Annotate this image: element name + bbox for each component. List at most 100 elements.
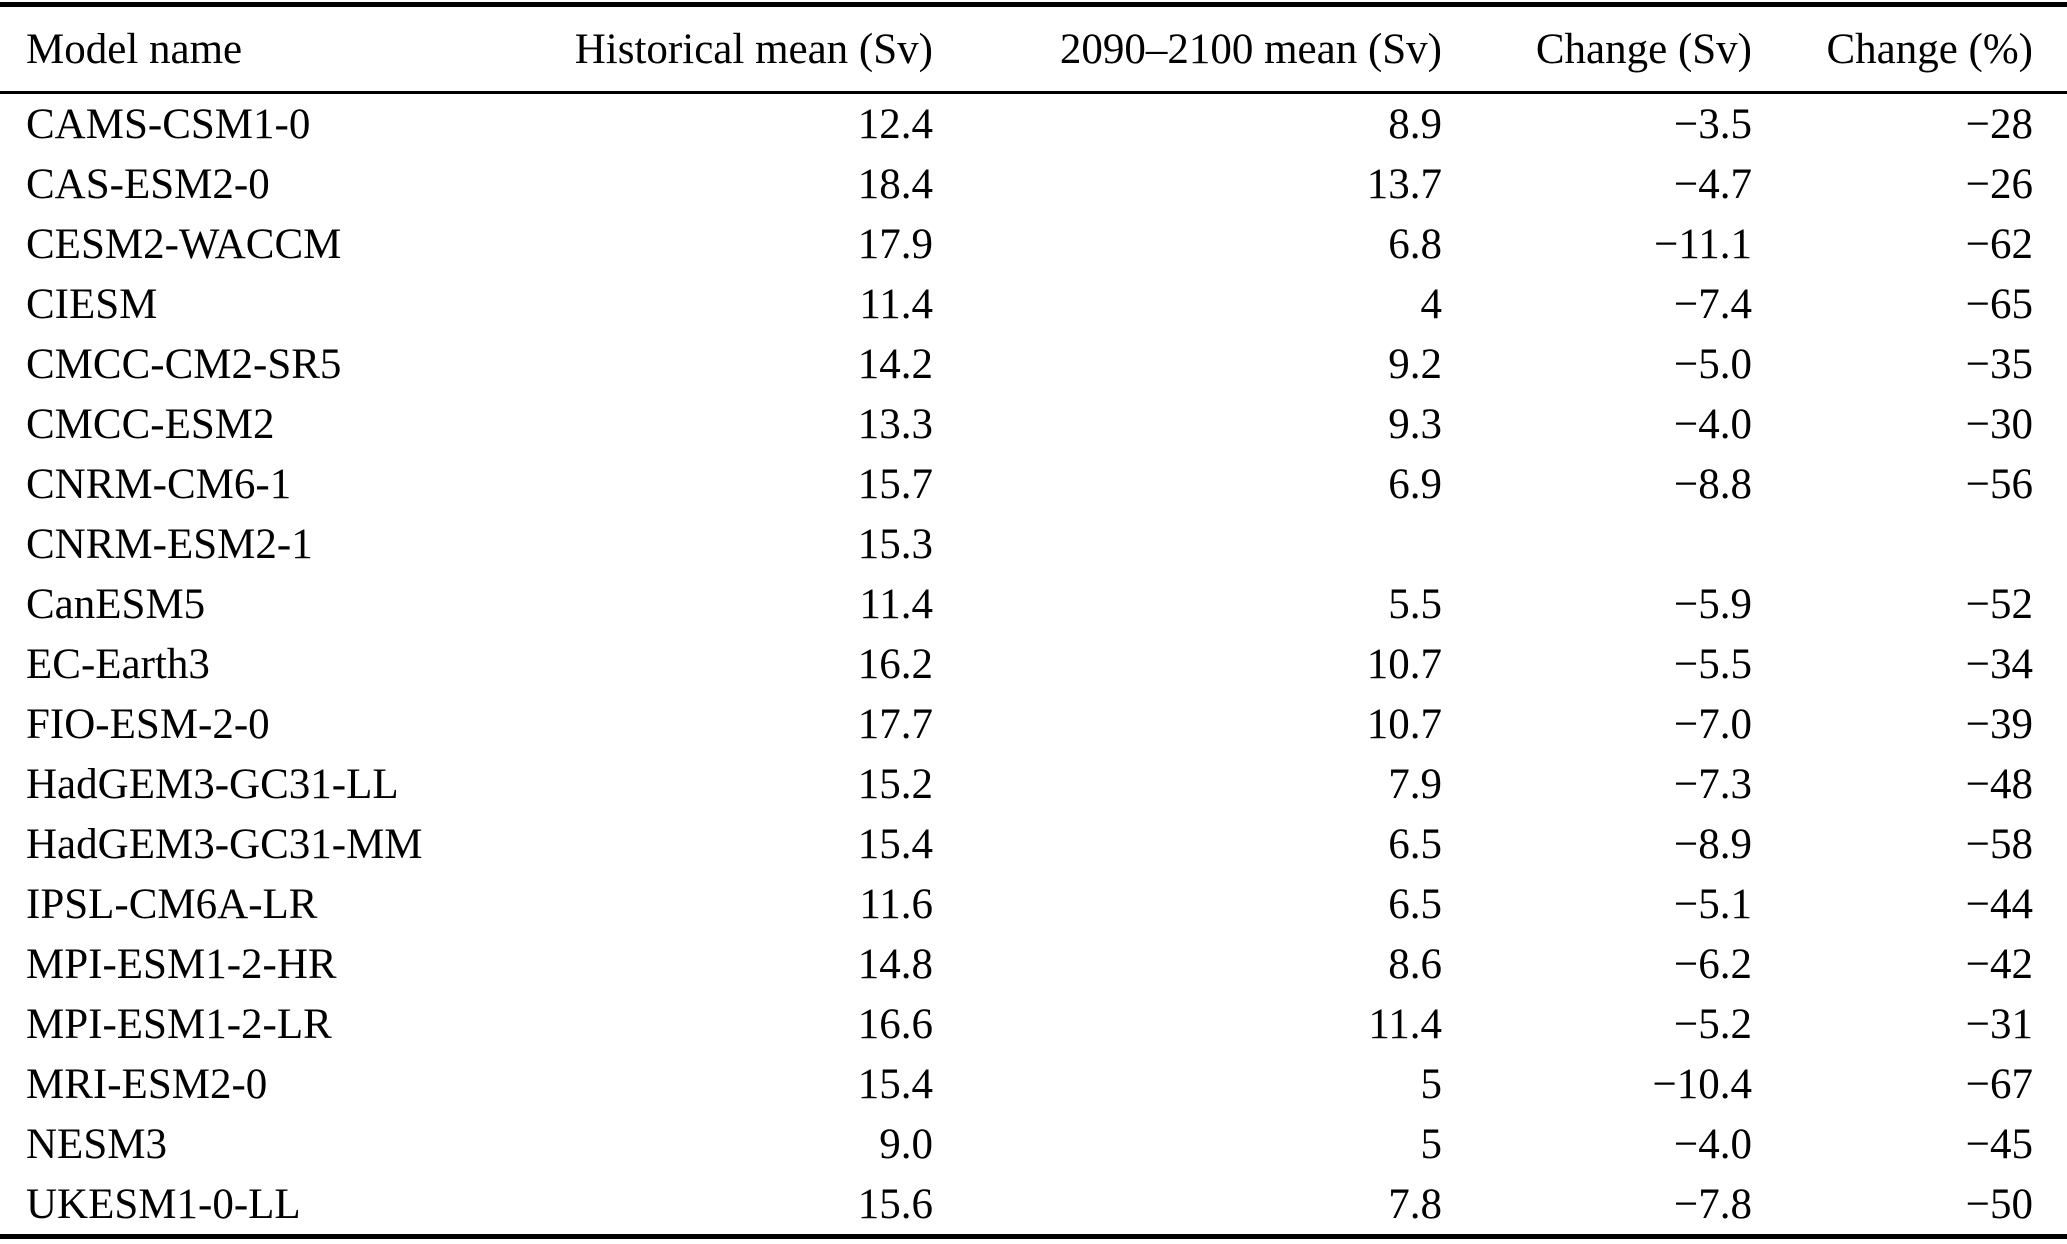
future-mean-cell: 6.9 <box>1388 460 1442 508</box>
model-name-cell: CanESM5 <box>26 580 206 628</box>
table-row: CESM2-WACCM 17.9 6.8 −11.1 −62 <box>0 214 2067 274</box>
future-mean-cell: 6.5 <box>1388 820 1442 868</box>
future-mean-cell: 5 <box>1420 1060 1443 1108</box>
change-sv-cell: −5.5 <box>1673 640 1752 688</box>
future-mean-cell: 7.8 <box>1388 1180 1442 1228</box>
change-sv-cell: −10.4 <box>1652 1060 1752 1108</box>
column-header-change-sv: Change (Sv) <box>1442 4 1752 94</box>
change-pct-cell: −35 <box>1965 340 2033 388</box>
future-mean-cell: 13.7 <box>1366 160 1442 208</box>
change-sv-cell: −4.7 <box>1673 160 1752 208</box>
model-name-cell: CESM2-WACCM <box>26 220 342 268</box>
change-pct-cell: −31 <box>1965 1000 2033 1048</box>
change-pct-cell: −30 <box>1965 400 2033 448</box>
change-sv-cell <box>1442 514 1752 574</box>
column-header-historical-mean: Historical mean (Sv) <box>470 4 933 94</box>
change-pct-cell: −44 <box>1965 880 2033 928</box>
table-row: CAMS-CSM1-0 12.4 8.9 −3.5 −28 <box>0 93 2067 155</box>
change-sv-cell: −7.3 <box>1673 760 1752 808</box>
table-row: NESM3 9.0 5 −4.0 −45 <box>0 1114 2067 1174</box>
table-row: CanESM5 11.4 5.5 −5.9 −52 <box>0 574 2067 634</box>
future-mean-cell: 10.7 <box>1366 640 1442 688</box>
future-mean-cell: 7.9 <box>1388 760 1442 808</box>
historical-mean-cell: 18.4 <box>857 160 933 208</box>
change-sv-cell: −7.0 <box>1673 700 1752 748</box>
historical-mean-cell: 9.0 <box>879 1120 933 1168</box>
model-name-cell: CIESM <box>26 280 158 328</box>
model-name-cell: FIO-ESM-2-0 <box>26 700 270 748</box>
future-mean-cell: 5.5 <box>1388 580 1442 628</box>
future-mean-cell: 6.8 <box>1388 220 1442 268</box>
future-mean-cell: 9.2 <box>1388 340 1442 388</box>
model-name-cell: CNRM-ESM2-1 <box>26 520 313 568</box>
historical-mean-cell: 11.4 <box>859 280 933 328</box>
change-sv-cell: −4.0 <box>1673 400 1752 448</box>
change-pct-cell: −28 <box>1965 100 2033 148</box>
table-row: CAS-ESM2-0 18.4 13.7 −4.7 −26 <box>0 154 2067 214</box>
table-row: CMCC-CM2-SR5 14.2 9.2 −5.0 −35 <box>0 334 2067 394</box>
change-sv-cell: −5.9 <box>1673 580 1752 628</box>
table-row: UKESM1-0-LL 15.6 7.8 −7.8 −50 <box>0 1174 2067 1237</box>
change-pct-cell: −34 <box>1965 640 2033 688</box>
table-row: MRI-ESM2-0 15.4 5 −10.4 −67 <box>0 1054 2067 1114</box>
change-sv-cell: −11.1 <box>1654 220 1752 268</box>
change-pct-cell: −48 <box>1965 760 2033 808</box>
historical-mean-cell: 15.4 <box>857 1060 933 1108</box>
change-sv-cell: −5.1 <box>1673 880 1752 928</box>
future-mean-cell: 8.9 <box>1388 100 1442 148</box>
historical-mean-cell: 15.4 <box>857 820 933 868</box>
change-pct-cell: −42 <box>1965 940 2033 988</box>
model-name-cell: IPSL-CM6A-LR <box>26 880 318 928</box>
table-row: CIESM 11.4 4 −7.4 −65 <box>0 274 2067 334</box>
table-row: EC-Earth3 16.2 10.7 −5.5 −34 <box>0 634 2067 694</box>
change-pct-cell: −67 <box>1965 1060 2033 1108</box>
change-pct-cell: −65 <box>1965 280 2033 328</box>
table-row: HadGEM3-GC31-LL 15.2 7.9 −7.3 −48 <box>0 754 2067 814</box>
change-pct-cell: −26 <box>1965 160 2033 208</box>
change-pct-cell: −62 <box>1965 220 2033 268</box>
change-pct-cell: −39 <box>1965 700 2033 748</box>
column-header-change-pct: Change (%) <box>1752 4 2067 94</box>
change-pct-cell: −45 <box>1965 1120 2033 1168</box>
change-sv-cell: −7.8 <box>1673 1180 1752 1228</box>
table-row: MPI-ESM1-2-HR 14.8 8.6 −6.2 −42 <box>0 934 2067 994</box>
historical-mean-cell: 11.6 <box>859 880 933 928</box>
change-sv-cell: −8.9 <box>1673 820 1752 868</box>
model-name-cell: CMCC-ESM2 <box>26 400 275 448</box>
table-row: FIO-ESM-2-0 17.7 10.7 −7.0 −39 <box>0 694 2067 754</box>
model-name-cell: NESM3 <box>26 1120 167 1168</box>
future-mean-cell <box>933 514 1442 574</box>
historical-mean-cell: 15.2 <box>857 760 933 808</box>
future-mean-cell: 11.4 <box>1368 1000 1442 1048</box>
table-row: MPI-ESM1-2-LR 16.6 11.4 −5.2 −31 <box>0 994 2067 1054</box>
future-mean-cell: 10.7 <box>1366 700 1442 748</box>
model-name-cell: CNRM-CM6-1 <box>26 460 292 508</box>
historical-mean-cell: 16.6 <box>857 1000 933 1048</box>
table-row: CNRM-ESM2-1 15.3 <box>0 514 2067 574</box>
model-name-cell: UKESM1-0-LL <box>26 1180 301 1228</box>
change-sv-cell: −6.2 <box>1673 940 1752 988</box>
historical-mean-cell: 14.2 <box>857 340 933 388</box>
change-pct-cell: −52 <box>1965 580 2033 628</box>
table-row: CMCC-ESM2 13.3 9.3 −4.0 −30 <box>0 394 2067 454</box>
future-mean-cell: 4 <box>1420 280 1443 328</box>
historical-mean-cell: 15.3 <box>857 520 933 568</box>
model-name-cell: HadGEM3-GC31-LL <box>26 760 399 808</box>
historical-mean-cell: 16.2 <box>857 640 933 688</box>
column-header-2090-2100-mean: 2090–2100 mean (Sv) <box>933 4 1442 94</box>
model-name-cell: CAMS-CSM1-0 <box>26 100 311 148</box>
historical-mean-cell: 14.8 <box>857 940 933 988</box>
change-pct-cell <box>1752 514 2067 574</box>
table-row: IPSL-CM6A-LR 11.6 6.5 −5.1 −44 <box>0 874 2067 934</box>
table-body: CAMS-CSM1-0 12.4 8.9 −3.5 −28 CAS-ESM2-0 18.4 1… <box>0 93 2067 1237</box>
change-sv-cell: −5.0 <box>1673 340 1752 388</box>
model-name-cell: MPI-ESM1-2-LR <box>26 1000 332 1048</box>
change-sv-cell: −4.0 <box>1673 1120 1752 1168</box>
model-name-cell: MPI-ESM1-2-HR <box>26 940 337 988</box>
change-sv-cell: −5.2 <box>1673 1000 1752 1048</box>
model-name-cell: CMCC-CM2-SR5 <box>26 340 342 388</box>
future-mean-cell: 5 <box>1420 1120 1443 1168</box>
column-header-model-name: Model name <box>0 4 470 94</box>
